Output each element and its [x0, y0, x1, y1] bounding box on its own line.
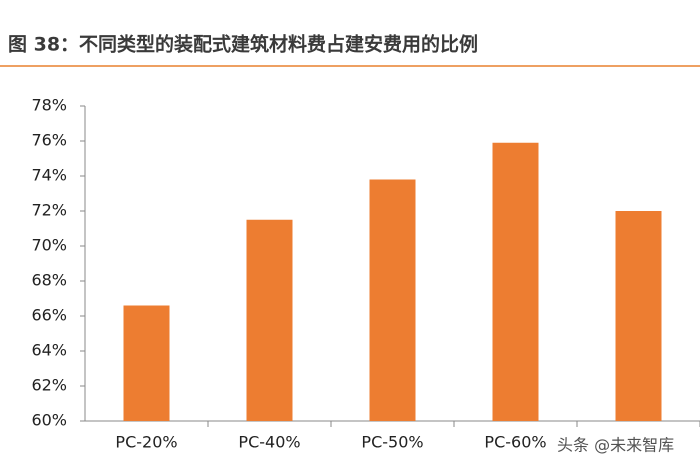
y-tick-label: 76%	[31, 131, 67, 150]
y-tick-label: 66%	[31, 306, 67, 325]
bar	[492, 142, 539, 421]
y-tick-label: 70%	[31, 236, 67, 255]
bar	[123, 305, 170, 421]
y-tick-label: 64%	[31, 341, 67, 360]
y-tick-label: 60%	[31, 411, 67, 430]
x-tick-label: PC-20%	[115, 433, 177, 452]
y-tick-label: 74%	[31, 166, 67, 185]
x-tick-label: PC-40%	[238, 433, 300, 452]
chart-title: 图 38：不同类型的装配式建筑材料费占建安费用的比例	[8, 33, 478, 56]
bar	[246, 219, 293, 421]
x-tick-label: PC-60%	[484, 433, 546, 452]
y-tick-label: 78%	[31, 96, 67, 115]
y-tick-label: 72%	[31, 201, 67, 220]
bar	[615, 211, 662, 421]
y-tick-label: 62%	[31, 376, 67, 395]
y-tick-label: 68%	[31, 271, 67, 290]
x-tick-label: PC-50%	[361, 433, 423, 452]
watermark: 头条 @未来智库	[557, 436, 674, 455]
bar	[369, 179, 416, 421]
